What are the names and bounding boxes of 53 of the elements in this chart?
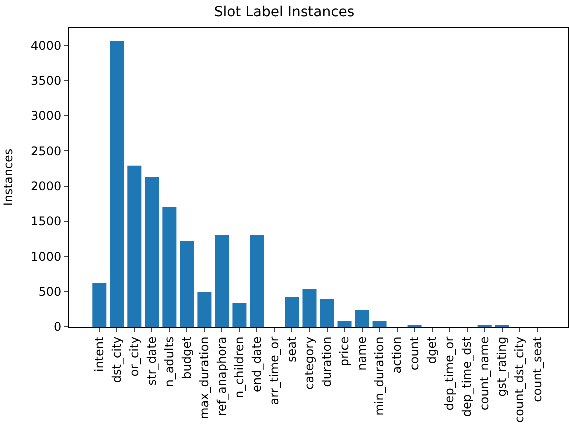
bar bbox=[128, 166, 142, 327]
x-tick-label: str_date bbox=[145, 336, 160, 386]
bar bbox=[180, 241, 194, 327]
x-tick-label: intent bbox=[92, 336, 107, 372]
x-tick-label: n_children bbox=[232, 336, 247, 399]
x-tick-label: arr_time_or bbox=[268, 336, 282, 406]
bar bbox=[302, 289, 317, 327]
y-tick-label: 3000 bbox=[31, 109, 62, 124]
y-tick-label: 2000 bbox=[31, 179, 62, 194]
bar bbox=[215, 236, 230, 327]
bar bbox=[372, 321, 387, 327]
x-tick-label: gst_rating bbox=[495, 336, 510, 397]
x-tick-label: dst_city bbox=[110, 336, 124, 384]
x-tick-label: category bbox=[302, 336, 317, 390]
y-axis-title: Instances bbox=[1, 148, 16, 206]
y-tick-label: 2500 bbox=[31, 144, 62, 158]
bar bbox=[110, 41, 124, 327]
x-tick-label: count_dst_city bbox=[512, 336, 527, 423]
x-tick-label: count_seat bbox=[530, 336, 544, 402]
bar bbox=[145, 177, 160, 327]
x-tick-label: end_date bbox=[250, 336, 264, 392]
y-tick-label: 4000 bbox=[31, 38, 62, 53]
bar bbox=[250, 236, 264, 327]
y-tick-label: 1500 bbox=[31, 214, 62, 229]
x-tick-label: dep_time_dst bbox=[460, 336, 474, 418]
y-tick-label: 500 bbox=[38, 285, 62, 300]
bar bbox=[232, 303, 247, 327]
x-tick-label: dget bbox=[425, 336, 440, 364]
y-tick-label: 0 bbox=[54, 320, 62, 334]
x-tick-label: dep_time_or bbox=[442, 336, 457, 411]
x-tick-label: or_city bbox=[128, 336, 142, 377]
chart-title: Slot Label Instances bbox=[214, 4, 355, 20]
bar bbox=[92, 283, 107, 327]
x-tick-label: count bbox=[408, 336, 422, 371]
x-tick-label: name bbox=[355, 336, 370, 371]
x-tick-label: seat bbox=[285, 336, 300, 363]
bar bbox=[162, 207, 177, 327]
bar bbox=[355, 310, 370, 327]
y-tick-label: 3500 bbox=[31, 74, 62, 88]
bar bbox=[338, 321, 352, 327]
bar bbox=[198, 292, 212, 327]
x-tick-label: min_duration bbox=[372, 336, 387, 416]
bar bbox=[320, 300, 334, 327]
x-tick-label: duration bbox=[320, 336, 334, 388]
bar bbox=[285, 297, 300, 327]
x-tick-label: ref_anaphora bbox=[215, 336, 230, 416]
x-tick-label: max_duration bbox=[198, 336, 212, 420]
x-tick-label: count_name bbox=[478, 336, 492, 411]
x-tick-label: price bbox=[338, 336, 352, 367]
x-tick-label: action bbox=[390, 336, 404, 374]
x-tick-label: n_adults bbox=[162, 336, 177, 388]
x-tick-label: budget bbox=[180, 336, 194, 380]
y-tick-label: 1000 bbox=[31, 250, 62, 264]
